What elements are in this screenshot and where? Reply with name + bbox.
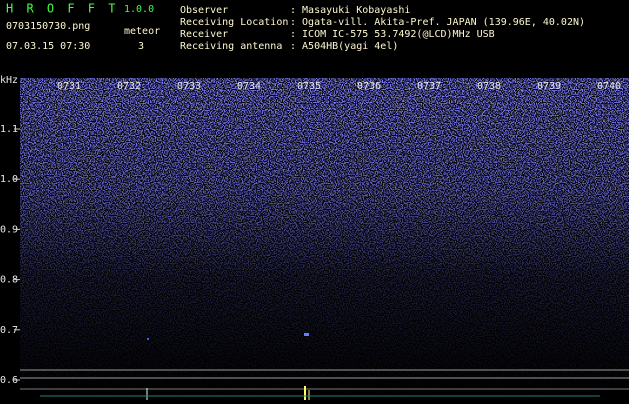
info-value: : A504HB(yagi 4el) <box>290 41 398 52</box>
app-name: H R O F F T <box>6 2 118 16</box>
timestamp: 07.03.15 07:30 <box>6 41 90 52</box>
freq-label: 0.7 <box>0 325 18 336</box>
signal-traces <box>40 386 600 400</box>
info-label: Receiver <box>180 29 228 40</box>
meteor-echo <box>147 338 149 340</box>
info-label: Receiving Location <box>180 17 288 28</box>
time-label: 0733 <box>177 81 201 92</box>
meteor-label: meteor <box>124 26 160 37</box>
app-version: 1.0.0 <box>124 4 154 15</box>
freq-label: 0.6 <box>0 375 18 386</box>
time-label: 0739 <box>537 81 561 92</box>
file-name: 0703150730.png <box>6 21 90 32</box>
time-label: 0731 <box>57 81 81 92</box>
info-value: : ICOM IC-575 53.7492(@LCD)MHz USB <box>290 29 495 40</box>
axis-unit: kHz <box>0 75 18 86</box>
info-value: : Masayuki Kobayashi <box>290 5 410 16</box>
time-label: 0736 <box>357 81 381 92</box>
time-label: 0740 <box>597 81 621 92</box>
time-label: 0734 <box>237 81 261 92</box>
time-label: 0735 <box>297 81 321 92</box>
meteor-echo <box>304 333 309 336</box>
freq-label: 1.1 <box>0 124 18 135</box>
freq-label: 0.8 <box>0 275 18 286</box>
info-label: Receiving antenna <box>180 41 282 52</box>
info-value: : Ogata-vill. Akita-Pref. JAPAN (139.96E… <box>290 17 585 28</box>
freq-label: 1.0 <box>0 174 18 185</box>
spectrogram-noise <box>20 78 629 400</box>
time-label: 0737 <box>417 81 441 92</box>
meteor-count: 3 <box>138 41 144 52</box>
time-label: 0738 <box>477 81 501 92</box>
axes: 1.1 1.0 0.9 0.8 0.7 0.6 0731 0732 0733 0734 0735 07… <box>0 81 621 386</box>
info-label: Observer <box>180 5 228 16</box>
time-label: 0732 <box>117 81 141 92</box>
freq-label: 0.9 <box>0 224 18 235</box>
